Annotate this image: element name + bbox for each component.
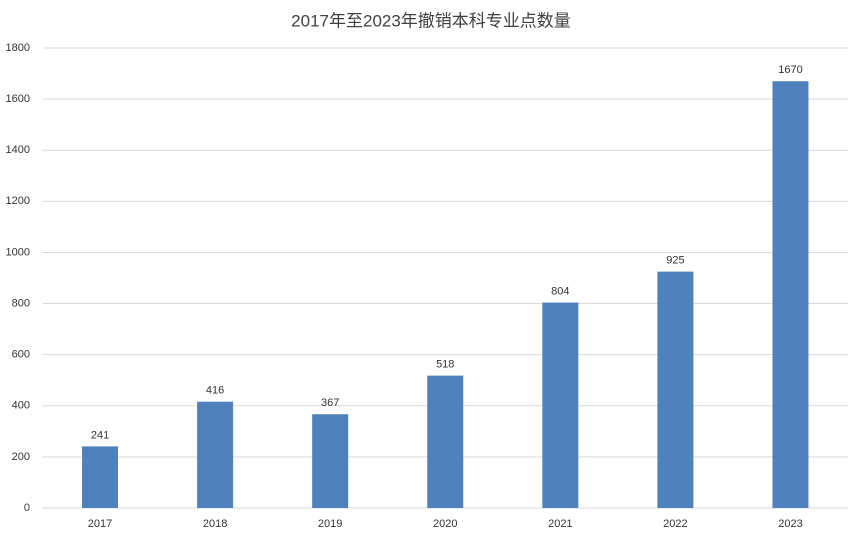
data-label: 1670 (778, 64, 802, 76)
bar (427, 375, 464, 508)
x-tick-label: 2017 (88, 518, 112, 530)
bar (82, 446, 119, 508)
y-tick-label: 600 (12, 349, 30, 361)
bar (312, 414, 349, 508)
data-label: 925 (666, 255, 684, 267)
data-label: 416 (206, 385, 224, 397)
y-tick-label: 1200 (6, 195, 30, 207)
y-tick-label: 1400 (6, 144, 30, 156)
x-tick-label: 2023 (778, 518, 802, 530)
chart-title: 2017年至2023年撤销本科专业点数量 (291, 11, 571, 30)
data-label: 367 (321, 397, 339, 409)
data-label: 804 (551, 285, 569, 297)
data-label: 518 (436, 359, 454, 371)
bar (197, 401, 234, 508)
bar (772, 81, 809, 508)
y-tick-label: 400 (12, 400, 30, 412)
y-tick-label: 1600 (6, 93, 30, 105)
x-tick-label: 2022 (663, 518, 687, 530)
bar (657, 271, 694, 508)
y-tick-label: 1000 (6, 246, 30, 258)
y-tick-label: 200 (12, 451, 30, 463)
x-tick-label: 2020 (433, 518, 457, 530)
bar (542, 302, 579, 508)
x-tick-label: 2021 (548, 518, 572, 530)
x-tick-label: 2018 (203, 518, 227, 530)
x-tick-label: 2019 (318, 518, 342, 530)
data-label: 241 (91, 429, 109, 441)
y-tick-label: 0 (24, 502, 30, 514)
y-tick-label: 1800 (6, 42, 30, 54)
y-tick-label: 800 (12, 297, 30, 309)
